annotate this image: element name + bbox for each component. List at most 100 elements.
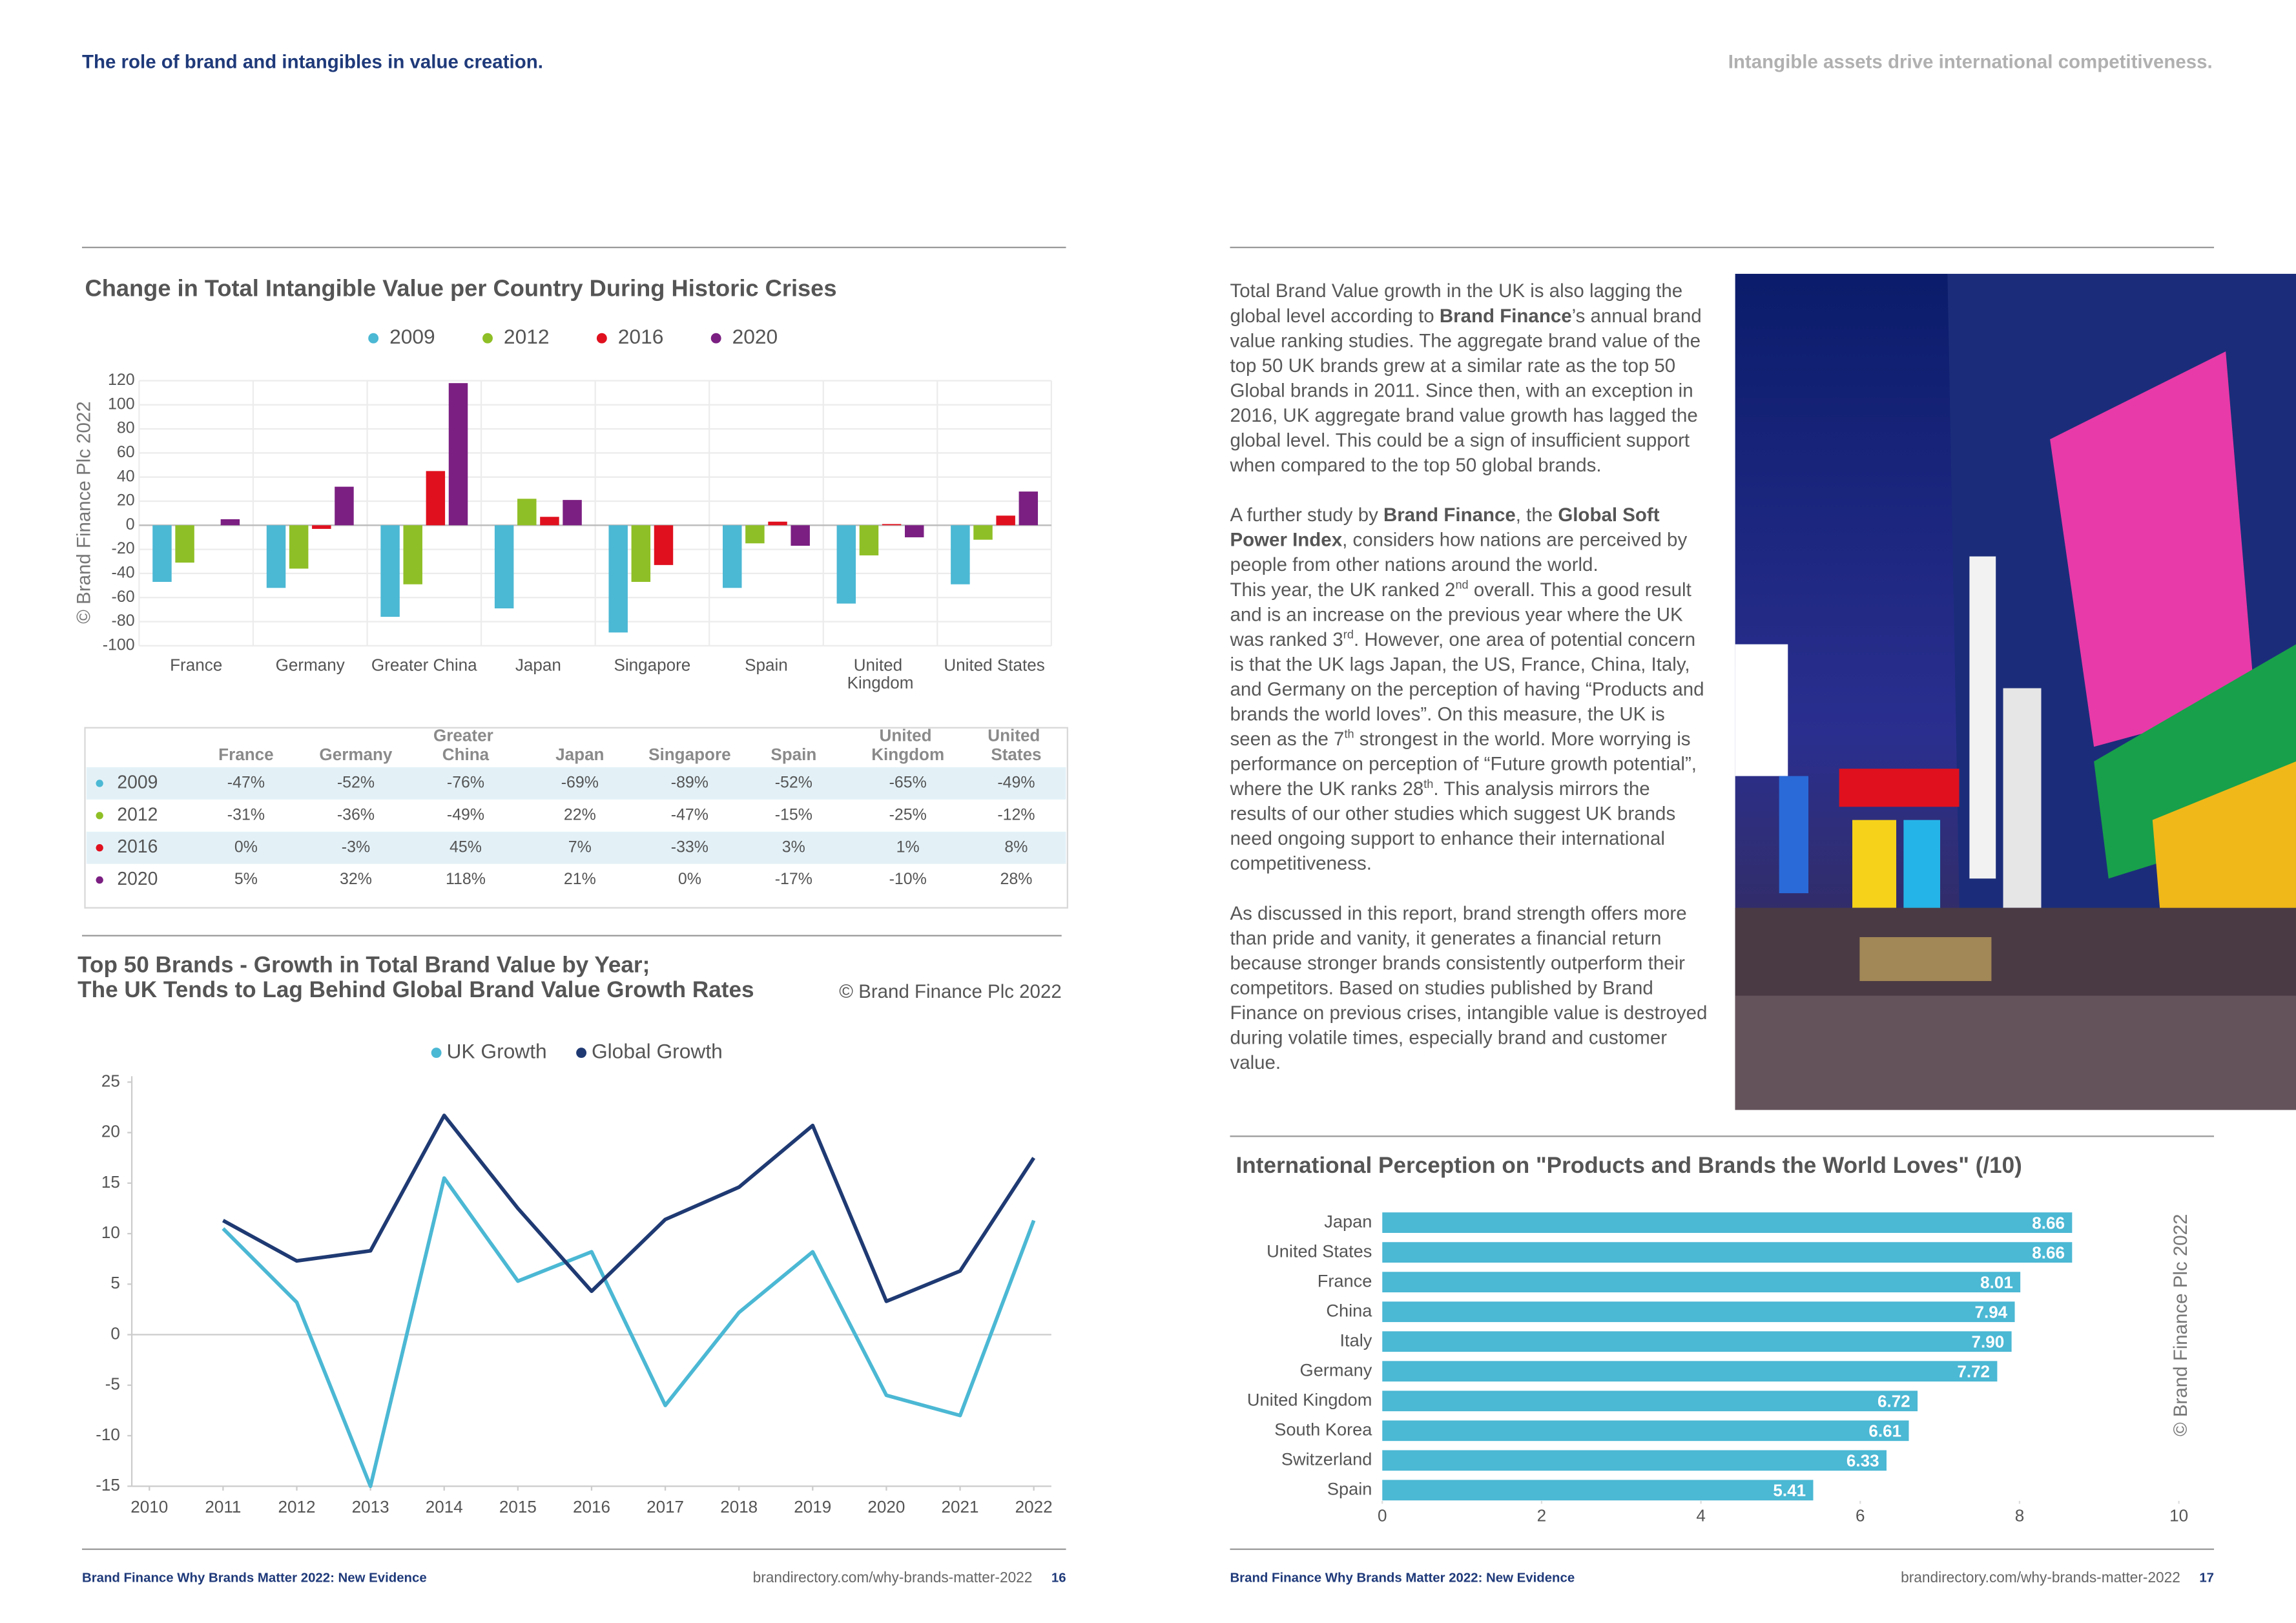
table-cell: -47% bbox=[227, 774, 265, 792]
table-cell: -31% bbox=[227, 805, 265, 823]
table-cell: 32% bbox=[340, 870, 372, 888]
bar bbox=[1382, 1212, 2073, 1233]
value-label: 5.41 bbox=[1773, 1480, 1806, 1500]
text-run: , the bbox=[1515, 503, 1558, 526]
superscript: th bbox=[1423, 777, 1434, 791]
table-row-label: 2009 bbox=[117, 772, 158, 792]
paragraph: As discussed in this report, brand stren… bbox=[1230, 900, 1710, 1075]
bar bbox=[335, 486, 354, 526]
table-cell: -52% bbox=[775, 774, 812, 792]
x-tick-label: 2013 bbox=[352, 1497, 389, 1516]
bar bbox=[517, 499, 537, 526]
x-tick-label: Singapore bbox=[614, 655, 690, 674]
table-cell: -12% bbox=[997, 805, 1035, 823]
legend-dot bbox=[96, 780, 103, 787]
page-number: 17 bbox=[2199, 1571, 2214, 1585]
category-label: United Kingdom bbox=[1247, 1389, 1372, 1409]
bar bbox=[220, 519, 240, 526]
x-tick-label: 2011 bbox=[205, 1497, 241, 1516]
category-label: France bbox=[1318, 1270, 1372, 1290]
bar bbox=[380, 525, 400, 617]
table-cell: -33% bbox=[671, 838, 708, 856]
table-cell: 5% bbox=[234, 870, 258, 888]
x-tick-label: 10 bbox=[2169, 1506, 2188, 1525]
text-run: This year, the UK ranked 2 bbox=[1230, 578, 1456, 601]
bar bbox=[448, 383, 468, 526]
x-tick-label: 2022 bbox=[1015, 1497, 1053, 1516]
table-column-header: Singapore bbox=[648, 745, 730, 764]
table-cell: 3% bbox=[782, 838, 805, 856]
text-run: Total Brand Value growth in the UK is al… bbox=[1230, 280, 1683, 327]
y-tick-label: -15 bbox=[96, 1475, 120, 1494]
x-tick-label: 2018 bbox=[720, 1497, 758, 1516]
x-tick-label: 2020 bbox=[867, 1497, 905, 1516]
legend-label: UK Growth bbox=[447, 1040, 547, 1063]
bar bbox=[266, 525, 286, 588]
y-tick-label: 40 bbox=[117, 467, 135, 485]
y-tick-label: 120 bbox=[108, 371, 135, 389]
copyright-note: © Brand Finance Plc 2022 bbox=[839, 981, 1061, 1002]
bar bbox=[1382, 1361, 1998, 1382]
bar bbox=[1382, 1420, 1909, 1442]
legend-dot bbox=[96, 876, 103, 884]
chart-title: International Perception on "Products an… bbox=[1236, 1153, 2022, 1178]
legend-label: 2020 bbox=[732, 325, 778, 348]
table-cell: 22% bbox=[564, 805, 596, 823]
x-tick-label: Spain bbox=[745, 655, 788, 674]
y-tick-label: 15 bbox=[101, 1172, 120, 1192]
table-column-header: Germany bbox=[319, 745, 392, 764]
text-run: . However, one area of potential concern… bbox=[1230, 628, 1704, 750]
category-label: China bbox=[1326, 1300, 1372, 1320]
legend-marker bbox=[368, 333, 379, 344]
y-tick-label: -5 bbox=[105, 1374, 120, 1394]
bar bbox=[1382, 1301, 2015, 1323]
copyright-note: © Brand Finance Plc 2022 bbox=[2170, 1214, 2191, 1436]
table-cell: 8% bbox=[1004, 838, 1028, 856]
bar bbox=[426, 471, 446, 526]
legend-dot bbox=[96, 812, 103, 820]
category-label: South Korea bbox=[1274, 1419, 1372, 1439]
superscript: th bbox=[1344, 727, 1354, 741]
table-column-header: Spain bbox=[771, 745, 816, 764]
table-cell: 21% bbox=[564, 870, 596, 888]
bar bbox=[951, 525, 970, 584]
table-row-band bbox=[86, 767, 1066, 800]
x-tick-label: 2014 bbox=[426, 1497, 463, 1516]
bar bbox=[152, 525, 172, 582]
y-tick-label: 0 bbox=[126, 515, 135, 533]
chart-title: Change in Total Intangible Value per Cou… bbox=[85, 274, 837, 301]
x-tick-label: 8 bbox=[2015, 1506, 2024, 1525]
bar bbox=[1382, 1242, 2073, 1263]
table-cell: -3% bbox=[342, 838, 370, 856]
table-cell: -52% bbox=[337, 774, 375, 792]
table-row-label: 2012 bbox=[117, 804, 158, 825]
bar bbox=[836, 525, 856, 604]
y-tick-label: 20 bbox=[117, 491, 135, 510]
bar bbox=[1382, 1450, 1887, 1471]
x-tick-label: 2 bbox=[1537, 1506, 1546, 1525]
category-label: Switzerland bbox=[1281, 1449, 1372, 1469]
value-label: 7.72 bbox=[1957, 1361, 1990, 1381]
bar bbox=[494, 525, 514, 609]
table-cell: -47% bbox=[671, 805, 708, 823]
text-run: A further study by bbox=[1230, 503, 1384, 526]
x-tick-label: 2016 bbox=[573, 1497, 610, 1516]
x-tick-label: 2019 bbox=[794, 1497, 831, 1516]
x-tick-label: 2010 bbox=[130, 1497, 168, 1516]
bar bbox=[996, 515, 1015, 526]
bar bbox=[312, 525, 331, 529]
bar bbox=[608, 525, 628, 633]
bar bbox=[403, 525, 422, 584]
bar bbox=[1382, 1480, 1814, 1501]
value-label: 6.33 bbox=[1846, 1451, 1879, 1470]
bar bbox=[882, 524, 902, 526]
table-cell: -65% bbox=[889, 774, 927, 792]
x-tick-label: 0 bbox=[1378, 1506, 1387, 1525]
table-column-header: France bbox=[218, 745, 273, 764]
text-run: . This analysis mirrors the results of o… bbox=[1230, 777, 1676, 874]
bold-text: Global Soft Power Index bbox=[1230, 503, 1660, 551]
page-number: 16 bbox=[1051, 1571, 1066, 1585]
table-cell: -49% bbox=[997, 774, 1035, 792]
